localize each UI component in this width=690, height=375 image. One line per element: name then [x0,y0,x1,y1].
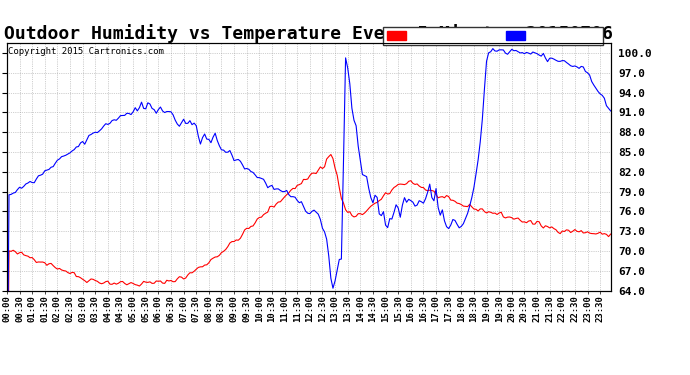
Title: Outdoor Humidity vs Temperature Every 5 Minutes 20150706: Outdoor Humidity vs Temperature Every 5 … [4,24,613,43]
Text: Copyright 2015 Cartronics.com: Copyright 2015 Cartronics.com [8,47,164,56]
Legend: Temperature (°F), Humidity (%): Temperature (°F), Humidity (%) [383,27,603,45]
